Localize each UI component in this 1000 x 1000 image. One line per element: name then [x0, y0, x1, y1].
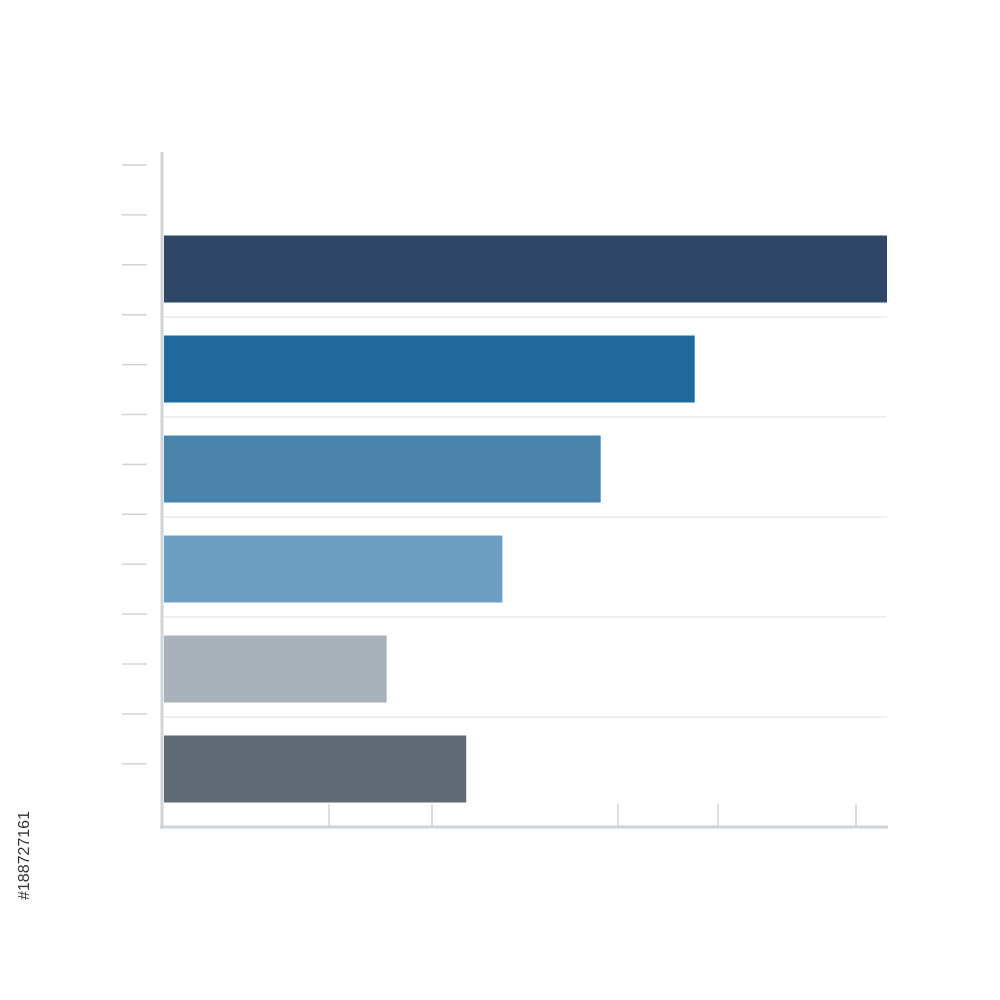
- bar: [164, 735, 467, 803]
- bar: [164, 635, 387, 703]
- bar: [164, 435, 601, 503]
- image-id: #188727161: [16, 811, 33, 900]
- bar: [164, 235, 887, 303]
- x-axis-ticks: [328, 804, 857, 826]
- bar: [164, 535, 503, 603]
- bar: [164, 335, 695, 403]
